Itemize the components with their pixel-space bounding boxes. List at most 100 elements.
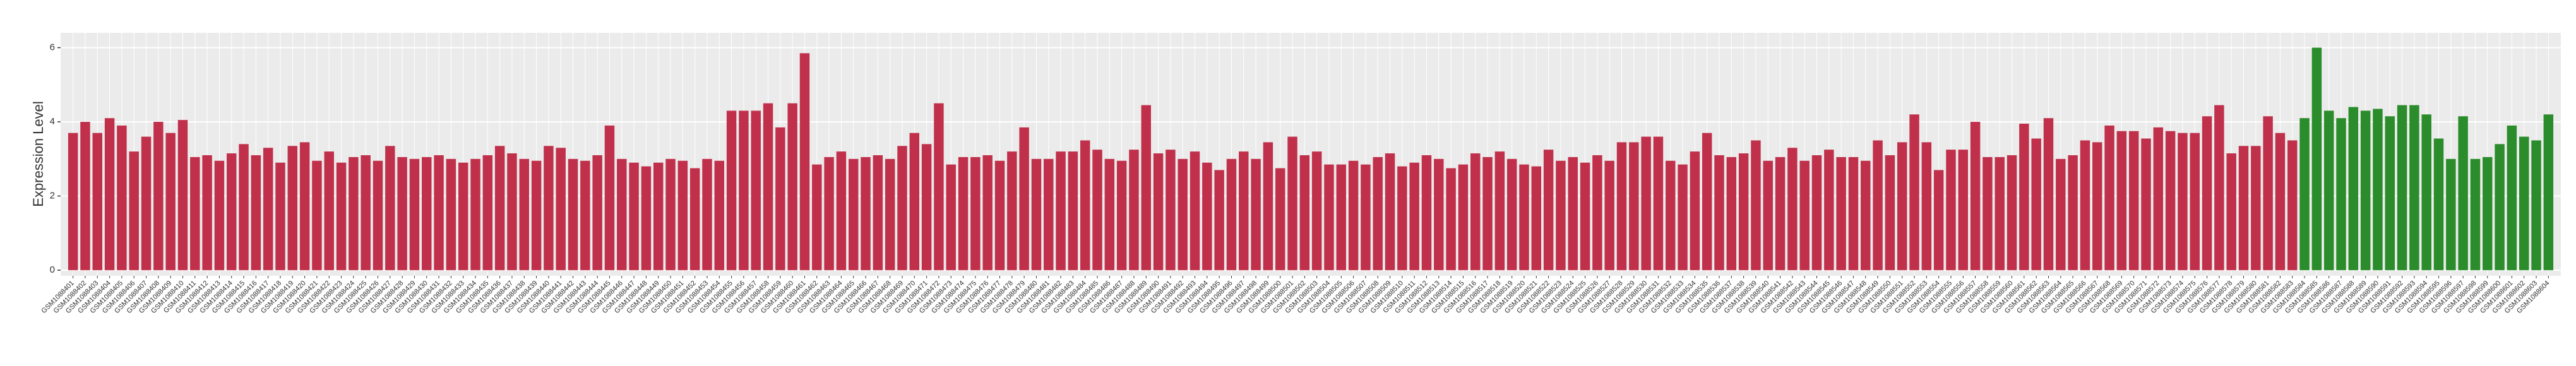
- bar: [1166, 150, 1176, 271]
- bar: [629, 162, 639, 271]
- bar: [202, 155, 212, 271]
- bar: [68, 133, 78, 271]
- bar: [653, 162, 664, 271]
- bar: [1116, 160, 1127, 271]
- bar: [1775, 156, 1786, 271]
- bar: [2409, 105, 2419, 271]
- bar: [1861, 160, 1871, 271]
- bar: [361, 155, 371, 271]
- bar: [812, 164, 822, 271]
- bar: [2287, 140, 2298, 271]
- bar: [1141, 105, 1151, 271]
- bar: [2348, 107, 2359, 271]
- bar: [946, 164, 956, 271]
- bar: [592, 155, 602, 271]
- bar: [1226, 158, 1237, 271]
- bar: [1361, 164, 1371, 271]
- bar: [2007, 155, 2017, 271]
- bar: [775, 127, 785, 271]
- bar: [677, 160, 688, 271]
- bar: [190, 156, 200, 271]
- bar: [836, 151, 847, 271]
- bar: [251, 155, 261, 271]
- bar: [2019, 124, 2029, 271]
- bar: [1909, 114, 1919, 271]
- bar: [1787, 148, 1798, 271]
- bar: [1421, 155, 1432, 271]
- bar: [349, 156, 359, 271]
- bar: [739, 110, 749, 271]
- bar: [1824, 150, 1834, 271]
- bar: [1519, 164, 1529, 271]
- bar: [117, 125, 127, 271]
- y-tick-label: 2: [50, 191, 55, 201]
- bar: [80, 122, 90, 271]
- bar: [2421, 114, 2431, 271]
- bar: [2323, 110, 2334, 271]
- bar: [702, 158, 712, 271]
- bar: [2251, 146, 2261, 271]
- bar: [689, 168, 700, 271]
- bar: [1543, 150, 1554, 271]
- bar: [299, 142, 310, 271]
- bar: [129, 151, 139, 271]
- bar: [799, 53, 810, 271]
- bar: [1007, 151, 1017, 271]
- bar: [2128, 131, 2139, 271]
- bar: [1616, 142, 1627, 271]
- bar: [1946, 150, 1956, 271]
- bar: [227, 153, 237, 271]
- bar: [982, 155, 993, 271]
- bar: [1970, 122, 1981, 271]
- bar: [2068, 155, 2078, 271]
- bar: [885, 158, 895, 271]
- bar: [2238, 146, 2249, 271]
- bar: [1446, 168, 1456, 271]
- bar: [1933, 170, 1944, 271]
- bar: [92, 133, 103, 271]
- bar: [2360, 110, 2371, 271]
- bar: [2483, 156, 2493, 271]
- bar: [2263, 116, 2273, 271]
- bar: [1263, 142, 1273, 271]
- bar: [507, 153, 517, 271]
- bar: [580, 160, 590, 271]
- bar: [1836, 156, 1846, 271]
- bar: [2275, 133, 2286, 271]
- bar: [1751, 140, 1761, 271]
- y-tick-label: 0: [50, 264, 55, 275]
- bar: [2202, 116, 2212, 271]
- bar: [1178, 158, 1188, 271]
- bar: [165, 133, 176, 271]
- bar: [970, 156, 981, 271]
- bar: [665, 158, 676, 271]
- bar: [2165, 131, 2176, 271]
- bar: [1921, 142, 1932, 271]
- bar: [2531, 140, 2541, 271]
- bar: [1080, 140, 1090, 271]
- bar: [909, 133, 920, 271]
- bar: [1983, 156, 1993, 271]
- bar: [2433, 138, 2444, 271]
- bar: [519, 158, 529, 271]
- bar: [2226, 153, 2236, 271]
- bar: [1690, 151, 1700, 271]
- bar: [446, 158, 456, 271]
- bar: [141, 136, 152, 271]
- bar: [1239, 151, 1249, 271]
- bar: [2336, 118, 2346, 271]
- bar: [1531, 166, 1542, 271]
- bar: [1666, 160, 1676, 271]
- bar: [422, 156, 432, 271]
- y-tick-label: 4: [50, 116, 55, 127]
- bar: [1311, 151, 1322, 271]
- bar: [1885, 155, 1895, 271]
- bar: [482, 155, 493, 271]
- bar: [751, 110, 761, 271]
- bar: [873, 155, 883, 271]
- bar: [1275, 168, 1285, 271]
- bar: [1373, 156, 1383, 271]
- bar: [641, 166, 652, 271]
- bar: [397, 156, 407, 271]
